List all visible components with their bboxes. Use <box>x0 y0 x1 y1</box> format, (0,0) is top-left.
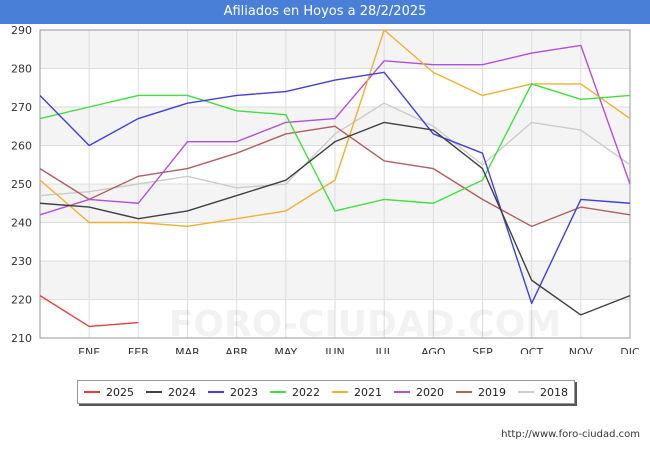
x-tick-label: DIC <box>620 346 640 354</box>
legend-label: 2024 <box>168 385 196 399</box>
y-tick-label: 220 <box>11 294 32 307</box>
legend-label: 2018 <box>540 385 568 399</box>
x-tick-label: MAY <box>274 346 297 354</box>
x-tick-label: JUL <box>374 346 393 354</box>
footer-url: http://www.foro-ciudad.com <box>501 429 640 440</box>
chart-plot: 210 220 230 240 250 260 270 280 290 ENE FEB MAR ABR M… <box>11 24 640 354</box>
legend-label: 2023 <box>230 385 258 399</box>
legend-label: 2021 <box>354 385 382 399</box>
x-tick-label: ABR <box>225 346 248 354</box>
legend: 2025 2024 2023 2022 2021 2020 2019 2018 <box>77 380 575 404</box>
series-line-2018 <box>39 102 631 197</box>
series-line-2025 <box>39 295 139 328</box>
x-tick-label: OCT <box>520 346 543 354</box>
legend-swatch <box>518 391 534 393</box>
x-tick-label: FEB <box>128 346 149 354</box>
legend-item-2019: 2019 <box>456 386 506 399</box>
y-tick-label: 290 <box>11 24 32 37</box>
legend-swatch <box>84 391 100 393</box>
legend-item-2025: 2025 <box>84 386 134 399</box>
legend-swatch <box>208 391 224 393</box>
watermark: FORO-CIUDAD.COM <box>169 304 561 345</box>
y-tick-label: 250 <box>11 178 32 191</box>
y-tick-label: 270 <box>11 101 32 114</box>
legend-item-2023: 2023 <box>208 386 258 399</box>
series-line-2024 <box>39 121 631 316</box>
legend-label: 2020 <box>416 385 444 399</box>
legend-swatch <box>270 391 286 393</box>
series-line-2020 <box>39 44 631 216</box>
legend-item-2021: 2021 <box>332 386 382 399</box>
x-tick-label: NOV <box>569 346 594 354</box>
legend-item-2018: 2018 <box>518 386 568 399</box>
x-tick-label: AGO <box>421 346 446 354</box>
y-tick-label: 280 <box>11 63 32 76</box>
legend-label: 2019 <box>478 385 506 399</box>
x-tick-label: MAR <box>175 346 200 354</box>
legend-swatch <box>332 391 348 393</box>
legend-swatch <box>394 391 410 393</box>
legend-label: 2025 <box>106 385 134 399</box>
x-tick-label: SEP <box>472 346 493 354</box>
legend-item-2022: 2022 <box>270 386 320 399</box>
x-tick-label: JUN <box>324 346 345 354</box>
chart-title: Afiliados en Hoyos a 28/2/2025 <box>0 0 650 24</box>
series-line-2022 <box>39 83 631 212</box>
y-tick-label: 230 <box>11 255 32 268</box>
series-line-2019 <box>39 125 631 228</box>
legend-item-2024: 2024 <box>146 386 196 399</box>
series-line-2023 <box>39 71 631 305</box>
legend-item-2020: 2020 <box>394 386 444 399</box>
y-tick-label: 240 <box>11 217 32 230</box>
legend-swatch <box>456 391 472 393</box>
y-tick-label: 210 <box>11 332 32 345</box>
legend-label: 2022 <box>292 385 320 399</box>
y-tick-label: 260 <box>11 140 32 153</box>
x-tick-label: ENE <box>78 346 100 354</box>
legend-swatch <box>146 391 162 393</box>
